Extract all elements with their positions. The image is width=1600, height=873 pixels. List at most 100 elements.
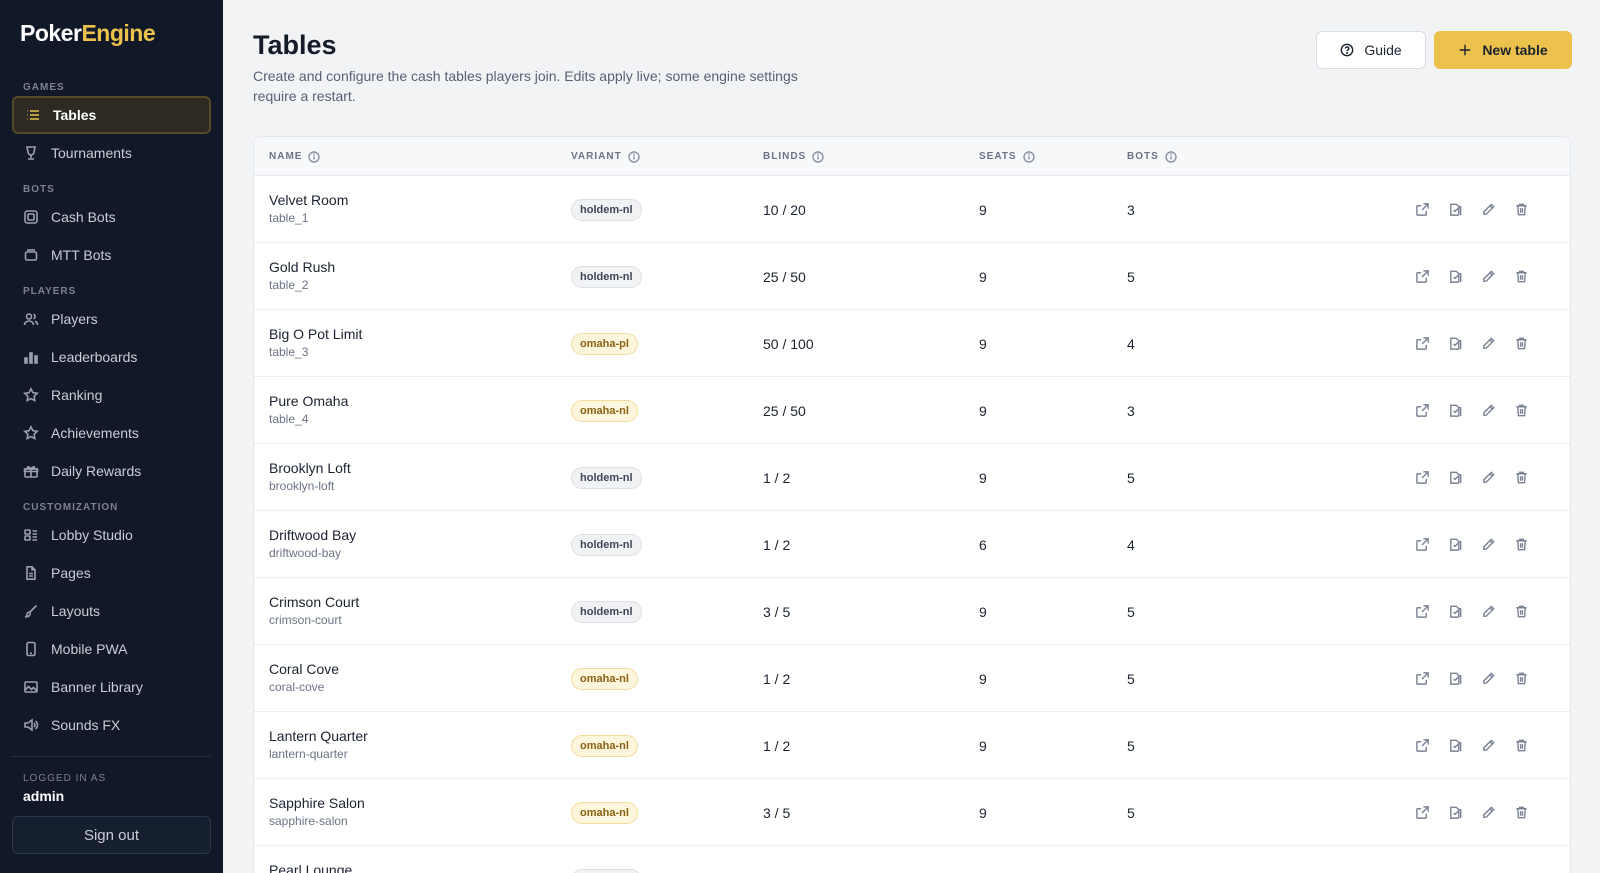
sidebar-item-mobile-pwa[interactable]: Mobile PWA	[12, 630, 211, 668]
variant-badge: omaha-nl	[571, 734, 638, 757]
sound-icon	[23, 717, 39, 733]
open-external-button[interactable]	[1406, 805, 1439, 820]
edit-button[interactable]	[1472, 604, 1505, 619]
sidebar-item-cash-bots[interactable]: Cash Bots	[12, 198, 211, 236]
edit-button[interactable]	[1472, 336, 1505, 351]
table-body: Velvet Room table_1 holdem-nl 10 / 20 9 3 Gold…	[254, 176, 1570, 873]
delete-button[interactable]	[1505, 403, 1538, 418]
table-row[interactable]: Pure Omaha table_4 omaha-nl 25 / 50 9 3	[254, 377, 1570, 444]
delete-button[interactable]	[1505, 537, 1538, 552]
table-name-cell: Velvet Room table_1	[269, 192, 348, 225]
column-header-name[interactable]: NAME	[269, 137, 321, 176]
page-description: Create and configure the cash tables pla…	[253, 68, 798, 104]
row-actions	[1406, 444, 1538, 511]
edit-button[interactable]	[1472, 671, 1505, 686]
bots-cell: 5	[1127, 469, 1135, 486]
sidebar-item-leaderboards[interactable]: Leaderboards	[12, 338, 211, 376]
open-external-button[interactable]	[1406, 738, 1439, 753]
sign-out-button[interactable]: Sign out	[12, 816, 211, 854]
sidebar-item-daily-rewards[interactable]: Daily Rewards	[12, 452, 211, 490]
open-external-button[interactable]	[1406, 604, 1439, 619]
sidebar-item-banner-library[interactable]: Banner Library	[12, 668, 211, 706]
open-external-icon	[1416, 806, 1429, 819]
duplicate-button[interactable]	[1439, 202, 1472, 217]
table-row[interactable]: Lantern Quarter lantern-quarter omaha-nl 1 …	[254, 712, 1570, 779]
sidebar-item-ranking[interactable]: Ranking	[12, 376, 211, 414]
bots-cell: 5	[1127, 268, 1135, 285]
blinds-cell: 3 / 5	[763, 804, 791, 821]
open-external-button[interactable]	[1406, 403, 1439, 418]
table-row[interactable]: Coral Cove coral-cove omaha-nl 1 / 2 9 5	[254, 645, 1570, 712]
sidebar-item-label: Lobby Studio	[51, 527, 133, 543]
delete-button[interactable]	[1505, 671, 1538, 686]
table-row[interactable]: Big O Pot Limit table_3 omaha-pl 50 / 100 9 4	[254, 310, 1570, 377]
gift-icon	[23, 463, 39, 479]
sidebar-item-mtt-bots[interactable]: MTT Bots	[12, 236, 211, 274]
sidebar-item-label: Ranking	[51, 387, 103, 403]
variant-cell: holdem-nl	[571, 243, 642, 310]
duplicate-button[interactable]	[1439, 537, 1472, 552]
open-external-button[interactable]	[1406, 336, 1439, 351]
sidebar-item-lobby-studio[interactable]: Lobby Studio	[12, 516, 211, 554]
table-row[interactable]: Gold Rush table_2 holdem-nl 25 / 50 9 5	[254, 243, 1570, 310]
edit-button[interactable]	[1472, 403, 1505, 418]
duplicate-button[interactable]	[1439, 604, 1472, 619]
column-header-bots[interactable]: BOTS	[1127, 137, 1177, 176]
open-external-button[interactable]	[1406, 537, 1439, 552]
sidebar-item-pages[interactable]: Pages	[12, 554, 211, 592]
column-header-label: VARIANT	[571, 151, 622, 162]
delete-button[interactable]	[1505, 738, 1538, 753]
duplicate-button[interactable]	[1439, 269, 1472, 284]
duplicate-button[interactable]	[1439, 470, 1472, 485]
edit-button[interactable]	[1472, 738, 1505, 753]
sidebar-item-tournaments[interactable]: Tournaments	[12, 134, 211, 172]
duplicate-button[interactable]	[1439, 336, 1472, 351]
seats-cell: 6	[979, 536, 987, 553]
sidebar-item-tables[interactable]: Tables	[12, 96, 211, 134]
table-row[interactable]: Crimson Court crimson-court holdem-nl 3 / 5…	[254, 578, 1570, 645]
duplicate-button[interactable]	[1439, 671, 1472, 686]
delete-icon	[1516, 337, 1527, 350]
delete-button[interactable]	[1505, 604, 1538, 619]
table-row[interactable]: Brooklyn Loft brooklyn-loft holdem-nl 1 / 2…	[254, 444, 1570, 511]
column-header-seats[interactable]: SEATS	[979, 137, 1035, 176]
sidebar-item-sounds-fx[interactable]: Sounds FX	[12, 706, 211, 744]
duplicate-button[interactable]	[1439, 403, 1472, 418]
delete-button[interactable]	[1505, 336, 1538, 351]
edit-button[interactable]	[1472, 537, 1505, 552]
delete-button[interactable]	[1505, 269, 1538, 284]
new-table-button[interactable]: New table	[1434, 31, 1572, 69]
open-external-button[interactable]	[1406, 269, 1439, 284]
edit-button[interactable]	[1472, 269, 1505, 284]
delete-button[interactable]	[1505, 470, 1538, 485]
edit-button[interactable]	[1472, 805, 1505, 820]
row-actions	[1406, 377, 1538, 444]
edit-button[interactable]	[1472, 202, 1505, 217]
blinds-cell: 3 / 5	[763, 603, 791, 620]
sidebar-item-layouts[interactable]: Layouts	[12, 592, 211, 630]
table-row[interactable]: Sapphire Salon sapphire-salon omaha-nl 3 / …	[254, 779, 1570, 846]
list-icon	[25, 107, 41, 123]
blinds-cell: 50 / 100	[763, 335, 814, 352]
open-external-icon	[1416, 672, 1429, 685]
column-header-variant[interactable]: VARIANT	[571, 137, 640, 176]
guide-button[interactable]: Guide	[1316, 31, 1426, 69]
open-external-button[interactable]	[1406, 671, 1439, 686]
delete-button[interactable]	[1505, 805, 1538, 820]
table-row[interactable]: Driftwood Bay driftwood-bay holdem-nl 1 / 2…	[254, 511, 1570, 578]
sidebar-item-label: Layouts	[51, 603, 101, 619]
table-row[interactable]: Pearl Loungepearl-lounge holdem-nl 10 / 20…	[254, 846, 1570, 873]
delete-button[interactable]	[1505, 202, 1538, 217]
sidebar-item-achievements[interactable]: Achievements	[12, 414, 211, 452]
sidebar-item-players[interactable]: Players	[12, 300, 211, 338]
duplicate-button[interactable]	[1439, 738, 1472, 753]
edit-icon	[1483, 739, 1495, 751]
duplicate-button[interactable]	[1439, 805, 1472, 820]
column-header-label: NAME	[269, 151, 303, 162]
table-row[interactable]: Velvet Room table_1 holdem-nl 10 / 20 9 3	[254, 176, 1570, 243]
variant-cell: holdem-nl	[571, 578, 642, 645]
edit-button[interactable]	[1472, 470, 1505, 485]
open-external-button[interactable]	[1406, 202, 1439, 217]
column-header-blinds[interactable]: BLINDS	[763, 137, 824, 176]
open-external-button[interactable]	[1406, 470, 1439, 485]
